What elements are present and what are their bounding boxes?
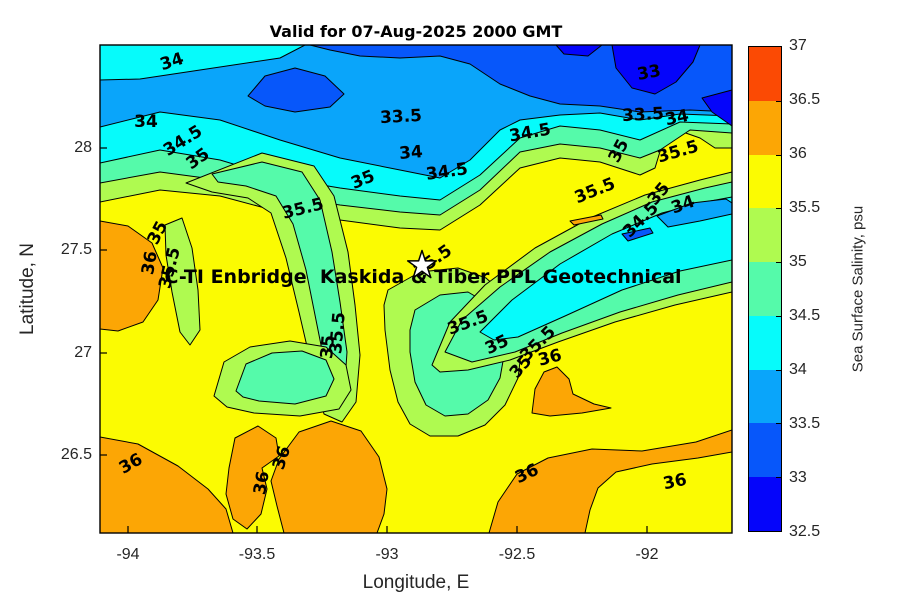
colorbar-tick-label: 34 — [789, 361, 807, 378]
colorbar-tick-mark — [776, 154, 781, 156]
y-tick-label: 27.5 — [60, 241, 92, 258]
colorbar-segment — [749, 262, 781, 316]
colorbar-tick-mark — [776, 477, 781, 479]
colorbar-segment — [749, 477, 781, 531]
x-tick-label: -94 — [116, 546, 140, 563]
colorbar-segment — [749, 100, 781, 155]
colorbar-segment — [749, 423, 781, 478]
contour-label: 36 — [138, 250, 162, 277]
colorbar-tick-label: 35 — [789, 253, 807, 270]
contour-region-southwest-orange — [100, 436, 234, 533]
contour-region-blue-blob — [247, 67, 345, 113]
contour-label: 36 — [250, 470, 274, 497]
contour-region-west-orange — [100, 220, 164, 332]
contour-region-topleft-cyan-corner — [100, 45, 306, 81]
y-tick-label: 28 — [74, 139, 92, 156]
colorbar-segment — [749, 154, 781, 209]
contour-label: 34 — [134, 112, 158, 132]
plot-border — [99, 44, 733, 534]
contour-region-south-orange-a — [225, 425, 280, 530]
x-tick-label: -92.5 — [498, 546, 536, 563]
contour-region-lightblue-lens — [656, 198, 732, 228]
colorbar-tick-label: 35.5 — [789, 199, 821, 216]
figure-title: Valid for 07-Aug-2025 2000 GMT — [269, 22, 563, 41]
contour-label: 35.5 — [326, 311, 350, 355]
contour-region-darkblue-b — [701, 89, 732, 127]
y-axis-label: Latitude, N — [17, 243, 38, 335]
contour-region-left-yellowgreen-tongue — [164, 217, 201, 346]
contour-label: 33.5 — [380, 106, 423, 128]
contour-region-darkblue-c — [555, 45, 603, 57]
contour-label: 33 — [636, 61, 663, 85]
contour-region-southeast-orange — [488, 429, 732, 533]
colorbar-tick-label: 33 — [789, 469, 807, 486]
colorbar-tick-label: 37 — [789, 37, 807, 54]
contour-label: 34 — [398, 142, 423, 164]
contour-region-centerleft-core — [235, 350, 335, 405]
axis-tick-marks — [100, 147, 648, 533]
colorbar-tick-mark — [776, 315, 781, 317]
contour-label: 33.5 — [622, 104, 665, 126]
colorbar-segment — [749, 47, 781, 101]
colorbar-tick-mark — [776, 423, 781, 425]
colorbar-tick-mark — [776, 100, 781, 102]
colorbar-tick-label: 34.5 — [789, 307, 821, 324]
colorbar-tick-mark — [776, 369, 781, 371]
x-tick-label: -92 — [635, 546, 659, 563]
colorbar-tick-label: 36 — [789, 145, 807, 162]
star-marker — [406, 249, 438, 279]
colorbar-segment — [749, 369, 781, 424]
y-tick-label: 27 — [74, 344, 92, 361]
contour-label: 34 — [663, 106, 690, 131]
colorbar-tick-mark — [776, 262, 781, 264]
colorbar-tick-label: 33.5 — [789, 415, 821, 432]
contour-region-orange-flame — [531, 366, 612, 417]
colorbar-tick-label: 32.5 — [789, 523, 821, 540]
contour-region-orange-sliver — [569, 214, 604, 226]
colorbar — [748, 46, 782, 532]
x-tick-label: -93 — [375, 546, 399, 563]
y-tick-label: 26.5 — [60, 446, 92, 463]
colorbar-segment — [749, 208, 781, 263]
contour-region-south-orange-b — [270, 420, 388, 533]
contour-region-blue-sliver — [621, 227, 654, 242]
colorbar-label: Sea Surface Salinity, psu — [849, 205, 867, 373]
annotation-text: C-TI Enbridge Kaskida & Tiber PPL Geotec… — [164, 266, 681, 288]
colorbar-segment — [749, 315, 781, 370]
colorbar-tick-mark — [776, 208, 781, 210]
contour-region-diagonal-cyan — [479, 196, 732, 341]
colorbar-tick-label: 36.5 — [789, 91, 821, 108]
x-axis-label: Longitude, E — [362, 572, 470, 593]
contour-region-darkblue-a — [611, 45, 701, 95]
contour-label: 35 — [317, 334, 339, 359]
x-tick-label: -93.5 — [238, 546, 276, 563]
contour-label: 36 — [661, 470, 688, 494]
